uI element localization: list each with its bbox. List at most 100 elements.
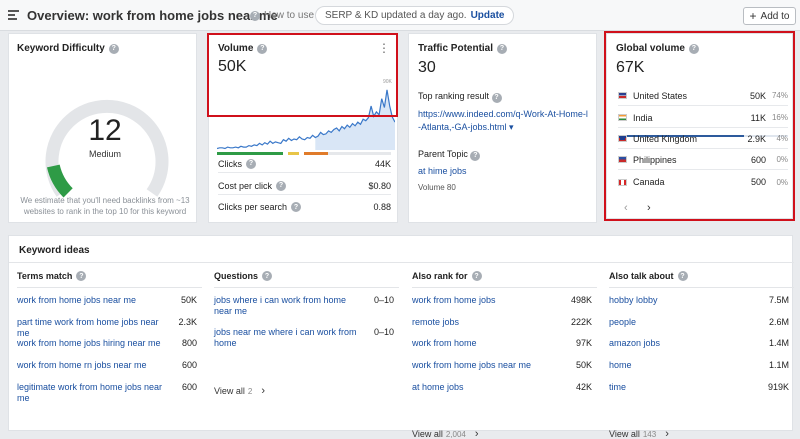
keyword-idea-term[interactable]: time <box>609 382 627 392</box>
keyword-idea-term[interactable]: legitimate work from home jobs near me <box>17 382 163 403</box>
keyword-idea-term[interactable]: work from home jobs hiring near me <box>17 338 161 348</box>
bar-gap <box>283 152 289 155</box>
keyword-idea-row[interactable]: amazon jobs 1.4M <box>609 338 789 349</box>
cpc-row: Cost per click? $0.80 <box>218 177 391 195</box>
india-flag-icon <box>618 114 627 121</box>
view-all-count: 2 <box>247 386 253 396</box>
keyword-idea-row[interactable]: work from home rn jobs near me 600 <box>17 360 197 371</box>
keyword-idea-volume: 50K <box>180 295 197 305</box>
keyword-idea-row[interactable]: jobs where i can work from home near me 0… <box>214 295 394 317</box>
country-row[interactable]: India 11K 16% <box>618 108 788 128</box>
keyword-idea-term[interactable]: part time work from home jobs near me <box>17 317 159 338</box>
view-all-link[interactable]: View all 2 › <box>214 385 265 397</box>
more-options-icon[interactable]: ⋮ <box>378 41 390 55</box>
serp-status-text: SERP & KD updated a day ago. <box>325 10 467 21</box>
column-divider <box>412 287 597 288</box>
no-clicks-segment <box>303 152 329 155</box>
view-all-link[interactable]: View all 2,004 › <box>412 428 479 439</box>
column-heading: Also rank for? <box>412 269 597 283</box>
keyword-idea-term[interactable]: work from home jobs near me <box>17 295 137 305</box>
clicks-row: Clicks? 44K <box>218 155 391 173</box>
plus-icon: + <box>749 9 757 23</box>
country-row[interactable]: Philippines 600 0% <box>618 150 788 170</box>
column-help-icon[interactable]: ? <box>262 271 273 281</box>
keyword-idea-term[interactable]: work from home jobs near me <box>412 360 532 370</box>
column-help-icon[interactable]: ? <box>76 271 87 281</box>
column-heading: Also talk about? <box>609 269 794 283</box>
country-volume: 2.9K <box>747 133 766 144</box>
view-all-link[interactable]: View all 143 › <box>609 428 669 439</box>
country-row[interactable]: Canada 500 0% <box>618 172 788 192</box>
keyword-idea-row[interactable]: legitimate work from home jobs near me 60… <box>17 382 197 404</box>
keyword-idea-volume: 600 <box>181 360 197 370</box>
country-share: 0% <box>776 177 788 187</box>
column-help-icon[interactable]: ? <box>471 271 482 281</box>
keyword-idea-row[interactable]: at home jobs 42K <box>412 382 592 393</box>
parent-topic-link[interactable]: at hime jobs <box>418 166 467 176</box>
keyword-idea-term[interactable]: work from home rn jobs near me <box>17 360 147 370</box>
keyword-idea-term[interactable]: jobs where i can work from home near me <box>214 295 347 316</box>
keyword-idea-term[interactable]: people <box>609 317 637 327</box>
keyword-idea-volume: 7.5M <box>768 295 789 305</box>
country-name: India <box>633 112 653 123</box>
keyword-idea-row[interactable]: people 2.6M <box>609 317 789 328</box>
keyword-idea-term[interactable]: work from home <box>412 338 477 348</box>
keyword-idea-row[interactable]: jobs near me where i can work from home 0… <box>214 327 394 349</box>
keyword-idea-row[interactable]: work from home 97K <box>412 338 592 349</box>
keyword-idea-term[interactable]: at home jobs <box>412 382 464 392</box>
add-to-button[interactable]: + Add to <box>743 7 796 25</box>
keyword-idea-row[interactable]: part time work from home jobs near me 2.3… <box>17 317 197 339</box>
tp-help-icon[interactable]: ? <box>497 43 508 54</box>
keyword-ideas-column: Also rank for? work from home jobs 498K rem… <box>412 269 597 439</box>
keyword-idea-volume: 498K <box>570 295 592 305</box>
kd-help-icon[interactable]: ? <box>108 43 119 54</box>
country-row[interactable]: United Kingdom 2.9K 4% <box>618 129 788 149</box>
top-result-help-icon[interactable]: ? <box>491 92 502 103</box>
global-volume-card: Global volume ? 67K United States 50K 74… <box>606 33 793 219</box>
top-result-url[interactable]: https://www.indeed.com/q-Work-At-Home-l-… <box>418 109 588 132</box>
column-divider <box>609 287 794 288</box>
keyword-idea-term[interactable]: work from home jobs <box>412 295 496 305</box>
volume-help-icon[interactable]: ? <box>257 43 268 54</box>
gv-title-text: Global volume <box>616 43 685 54</box>
keyword-idea-row[interactable]: home 1.1M <box>609 360 789 371</box>
clicks-help-icon[interactable]: ? <box>246 158 256 169</box>
keyword-idea-term[interactable]: remote jobs <box>412 317 460 327</box>
keyword-idea-term[interactable]: jobs near me where i can work from home <box>214 327 357 348</box>
cpc-help-icon[interactable]: ? <box>276 180 287 191</box>
country-volume: 500 <box>750 177 766 187</box>
keyword-idea-term[interactable]: home <box>609 360 632 370</box>
keyword-idea-volume: 1.1M <box>768 360 789 370</box>
how-to-use-link[interactable]: ? How to use <box>250 10 314 21</box>
uk-flag-icon <box>618 135 627 142</box>
global-volume-highlight-box <box>604 31 795 221</box>
cps-help-icon[interactable]: ? <box>291 202 302 212</box>
keyword-idea-row[interactable]: remote jobs 222K <box>412 317 592 328</box>
update-link[interactable]: Update <box>470 10 505 21</box>
keyword-idea-term[interactable]: amazon jobs <box>609 338 661 348</box>
keyword-idea-volume: 0–10 <box>373 327 394 337</box>
country-row[interactable]: United States 50K 74% <box>618 86 788 106</box>
keyword-idea-volume: 1.4M <box>768 338 789 348</box>
prev-page-icon[interactable]: ‹ <box>624 202 628 214</box>
parent-topic-help-icon[interactable]: ? <box>470 150 481 161</box>
canada-flag-icon <box>618 178 627 186</box>
keyword-idea-volume: 2.6M <box>768 317 789 327</box>
parent-topic-label-text: Parent Topic <box>418 149 468 159</box>
gv-help-icon[interactable]: ? <box>688 43 699 54</box>
chevron-right-icon: › <box>665 428 669 439</box>
keyword-idea-row[interactable]: work from home jobs hiring near me 800 <box>17 338 197 349</box>
view-all-label: View all <box>412 429 443 439</box>
hamburger-menu-icon[interactable] <box>8 10 19 20</box>
keyword-idea-term[interactable]: hobby lobby <box>609 295 658 305</box>
page-title: Overview: work from home jobs near me <box>27 8 278 23</box>
next-page-icon[interactable]: › <box>647 202 651 214</box>
keyword-idea-row[interactable]: work from home jobs near me 50K <box>412 360 592 371</box>
keyword-idea-row[interactable]: work from home jobs near me 50K <box>17 295 197 306</box>
view-all-count: 143 <box>642 429 657 439</box>
keyword-idea-row[interactable]: work from home jobs 498K <box>412 295 592 306</box>
tp-title-text: Traffic Potential <box>418 43 494 54</box>
keyword-idea-row[interactable]: time 919K <box>609 382 789 393</box>
column-help-icon[interactable]: ? <box>677 271 688 281</box>
keyword-idea-row[interactable]: hobby lobby 7.5M <box>609 295 789 306</box>
